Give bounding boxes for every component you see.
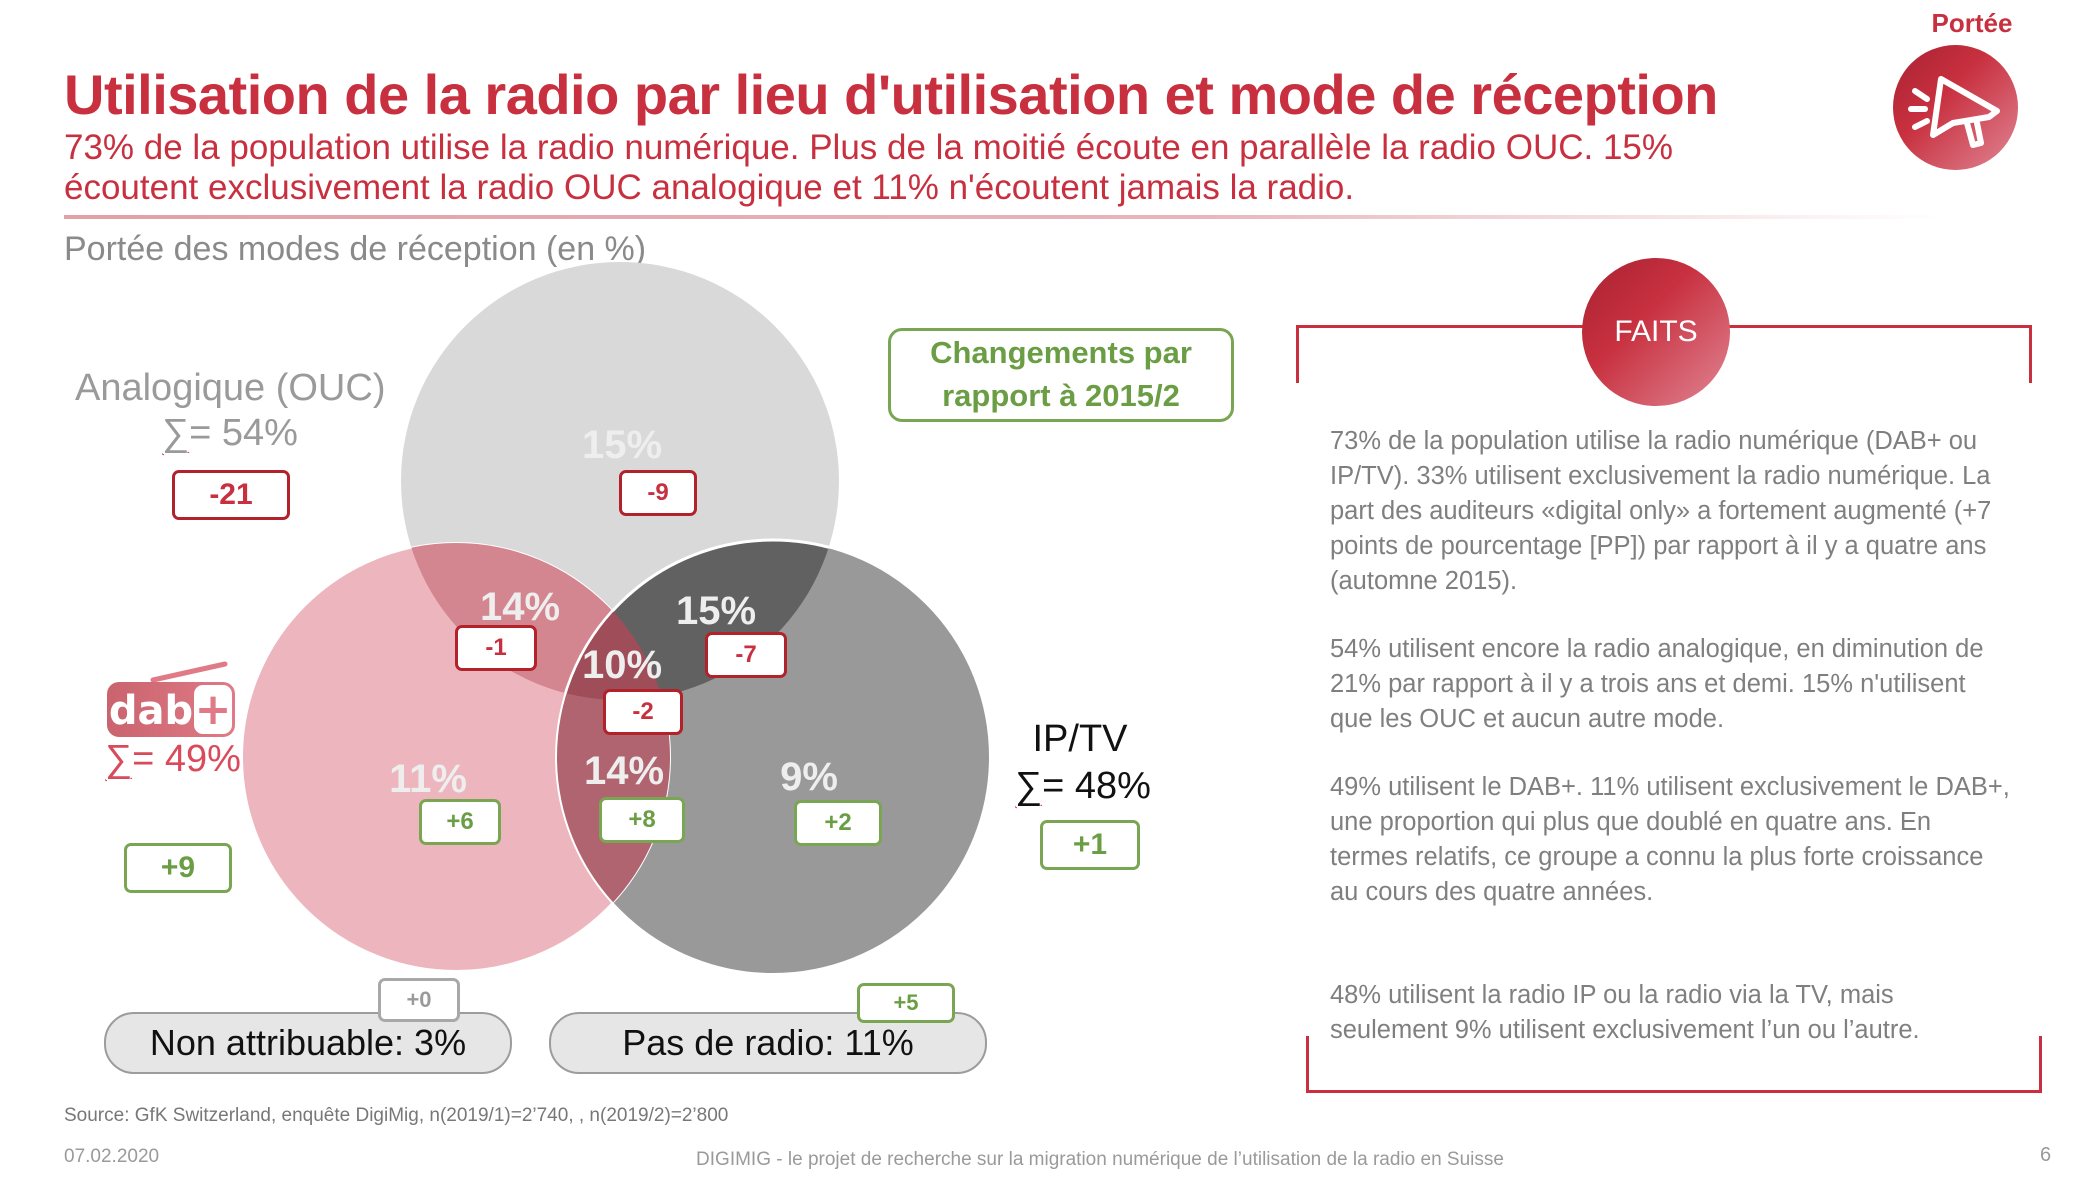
faits-frame-right: [2029, 325, 2032, 383]
dab-plus-logo: dab +: [107, 661, 235, 737]
chart-heading: Portée des modes de réception (en %): [64, 230, 647, 268]
dab-logo-plus: +: [195, 684, 232, 735]
region-label-dab-only: 11%: [389, 757, 467, 801]
faits-paragraph: 54% utilisent encore la radio analogique…: [1330, 635, 1984, 733]
change-badge-non-attribuable: +0: [378, 978, 460, 1022]
faits-frame-bottom: [1306, 1090, 2042, 1093]
change-badge-iptv-only: +2: [794, 800, 882, 846]
faits-paragraph: 49% utilisent le DAB+. 11% utilisent exc…: [1330, 773, 2010, 906]
set-total-dab: ∑= 49%: [105, 738, 241, 780]
set-name-iptv: IP/TV: [1032, 718, 1128, 760]
sigma-symbol: ∑: [1015, 765, 1043, 807]
set-label-analog: Analogique (OUC) ∑= 54%: [75, 367, 385, 455]
faits-text: 73% de la population utilise la radio nu…: [1330, 424, 2010, 1048]
category-badge: [1893, 45, 2018, 170]
venn-diagram: 15% 14% 15% 10% 11% 14% 9%: [241, 262, 991, 975]
footer-date: 07.02.2020: [64, 1146, 160, 1167]
region-label-analog-dab: 14%: [480, 585, 560, 629]
region-label-all: 10%: [582, 643, 662, 687]
pas-de-radio-pill: Pas de radio: 11%: [549, 1012, 987, 1074]
sigma-symbol: ∑: [162, 412, 190, 454]
changes-legend-box: Changements par rapport à 2015/2: [888, 328, 1234, 422]
faits-title-badge: FAITS: [1582, 258, 1730, 406]
faits-paragraph: 48% utilisent la radio IP ou la radio vi…: [1330, 981, 1920, 1044]
change-badge-analog-only: -9: [619, 470, 697, 516]
sigma-symbol: ∑: [105, 738, 133, 780]
category-label: Portée: [1931, 8, 2013, 38]
region-label-dab-iptv: 14%: [584, 749, 664, 793]
venn-region-analog-dab: [401, 543, 670, 700]
footer-project: DIGIMIG - le projet de recherche sur la …: [696, 1149, 1504, 1170]
page-number: 6: [2040, 1144, 2052, 1166]
faits-frame-left: [1296, 325, 1299, 383]
faits-paragraph: 73% de la population utilise la radio nu…: [1330, 427, 1992, 595]
region-label-analog-iptv: 15%: [676, 589, 756, 633]
set-label-iptv: IP/TV ∑= 48%: [1015, 718, 1151, 808]
faits-frame-bottom-left: [1306, 1036, 1309, 1093]
non-attribuable-pill: Non attribuable: 3%: [104, 1012, 512, 1074]
source-note: Source: GfK Switzerland, enquête DigiMig…: [64, 1105, 729, 1126]
change-badge-dab-total: +9: [124, 843, 232, 893]
change-badge-dab-iptv: +8: [599, 797, 685, 843]
change-badge-pas-de-radio: +5: [857, 983, 955, 1023]
set-name-analog: Analogique (OUC): [75, 367, 386, 409]
page-title: Utilisation de la radio par lieu d'utili…: [64, 63, 1718, 126]
header-divider: [64, 215, 1944, 219]
change-badge-analog-iptv: -7: [705, 632, 787, 678]
faits-frame-bottom-right: [2039, 1036, 2042, 1093]
change-badge-analog-dab: -1: [455, 625, 537, 671]
set-total-analog: ∑= 54%: [162, 412, 298, 454]
dab-logo-text: dab: [109, 688, 193, 734]
change-badge-all: -2: [603, 689, 683, 735]
change-badge-analog-total: -21: [172, 470, 290, 520]
page-subtitle: 73% de la population utilise la radio nu…: [64, 128, 1674, 207]
set-total-iptv: ∑= 48%: [1015, 765, 1151, 807]
region-label-analog-only: 15%: [582, 423, 662, 467]
change-badge-iptv-total: +1: [1040, 820, 1140, 870]
region-label-iptv-only: 9%: [780, 755, 838, 799]
change-badge-dab-only: +6: [419, 799, 501, 845]
megaphone-icon: [1908, 76, 2000, 148]
